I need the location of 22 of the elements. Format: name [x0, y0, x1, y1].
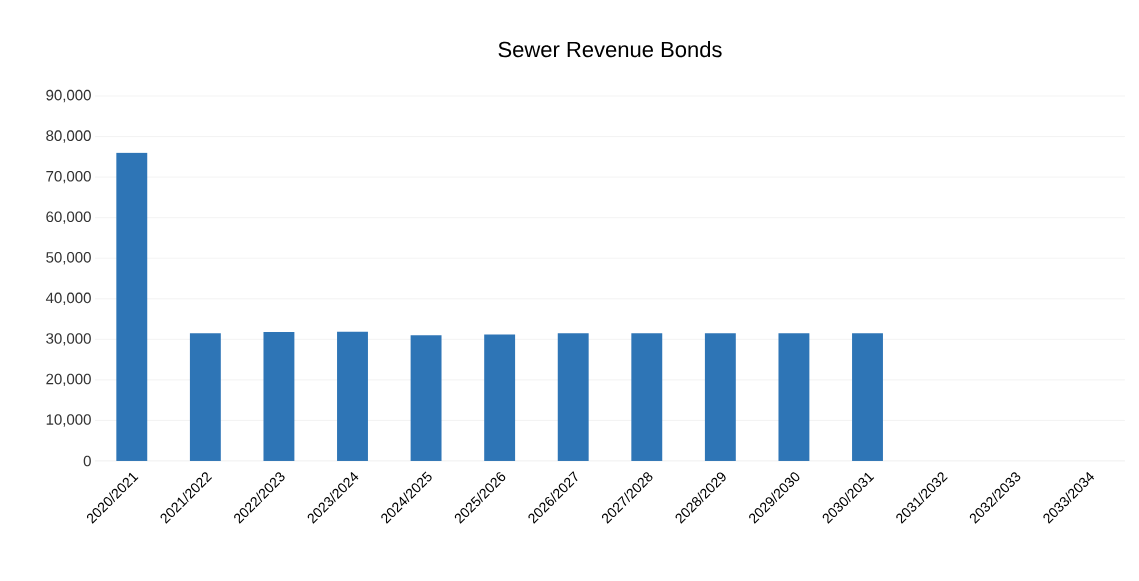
y-tick-label: 80,000: [46, 130, 91, 143]
y-tick-label: 60,000: [46, 211, 91, 224]
bar: [557, 333, 589, 461]
chart-title: Sewer Revenue Bonds: [498, 41, 722, 58]
y-tick-label: 50,000: [46, 252, 91, 265]
y-tick-label: 0: [83, 455, 91, 467]
bar: [189, 333, 221, 461]
bar: [704, 333, 736, 461]
bar: [631, 333, 663, 461]
bar: [484, 334, 516, 461]
y-tick-label: 90,000: [46, 89, 91, 103]
y-tick-label: 10,000: [46, 414, 91, 427]
bar: [852, 333, 883, 461]
y-tick-label: 70,000: [46, 170, 91, 184]
y-tick-label: 20,000: [46, 373, 91, 387]
y-tick-label: 30,000: [46, 333, 91, 346]
bar: [116, 152, 148, 461]
bar: [778, 333, 810, 461]
y-tick-label: 40,000: [45, 292, 91, 305]
bar: [263, 332, 295, 461]
bar: [337, 331, 368, 461]
bar: [410, 335, 442, 461]
